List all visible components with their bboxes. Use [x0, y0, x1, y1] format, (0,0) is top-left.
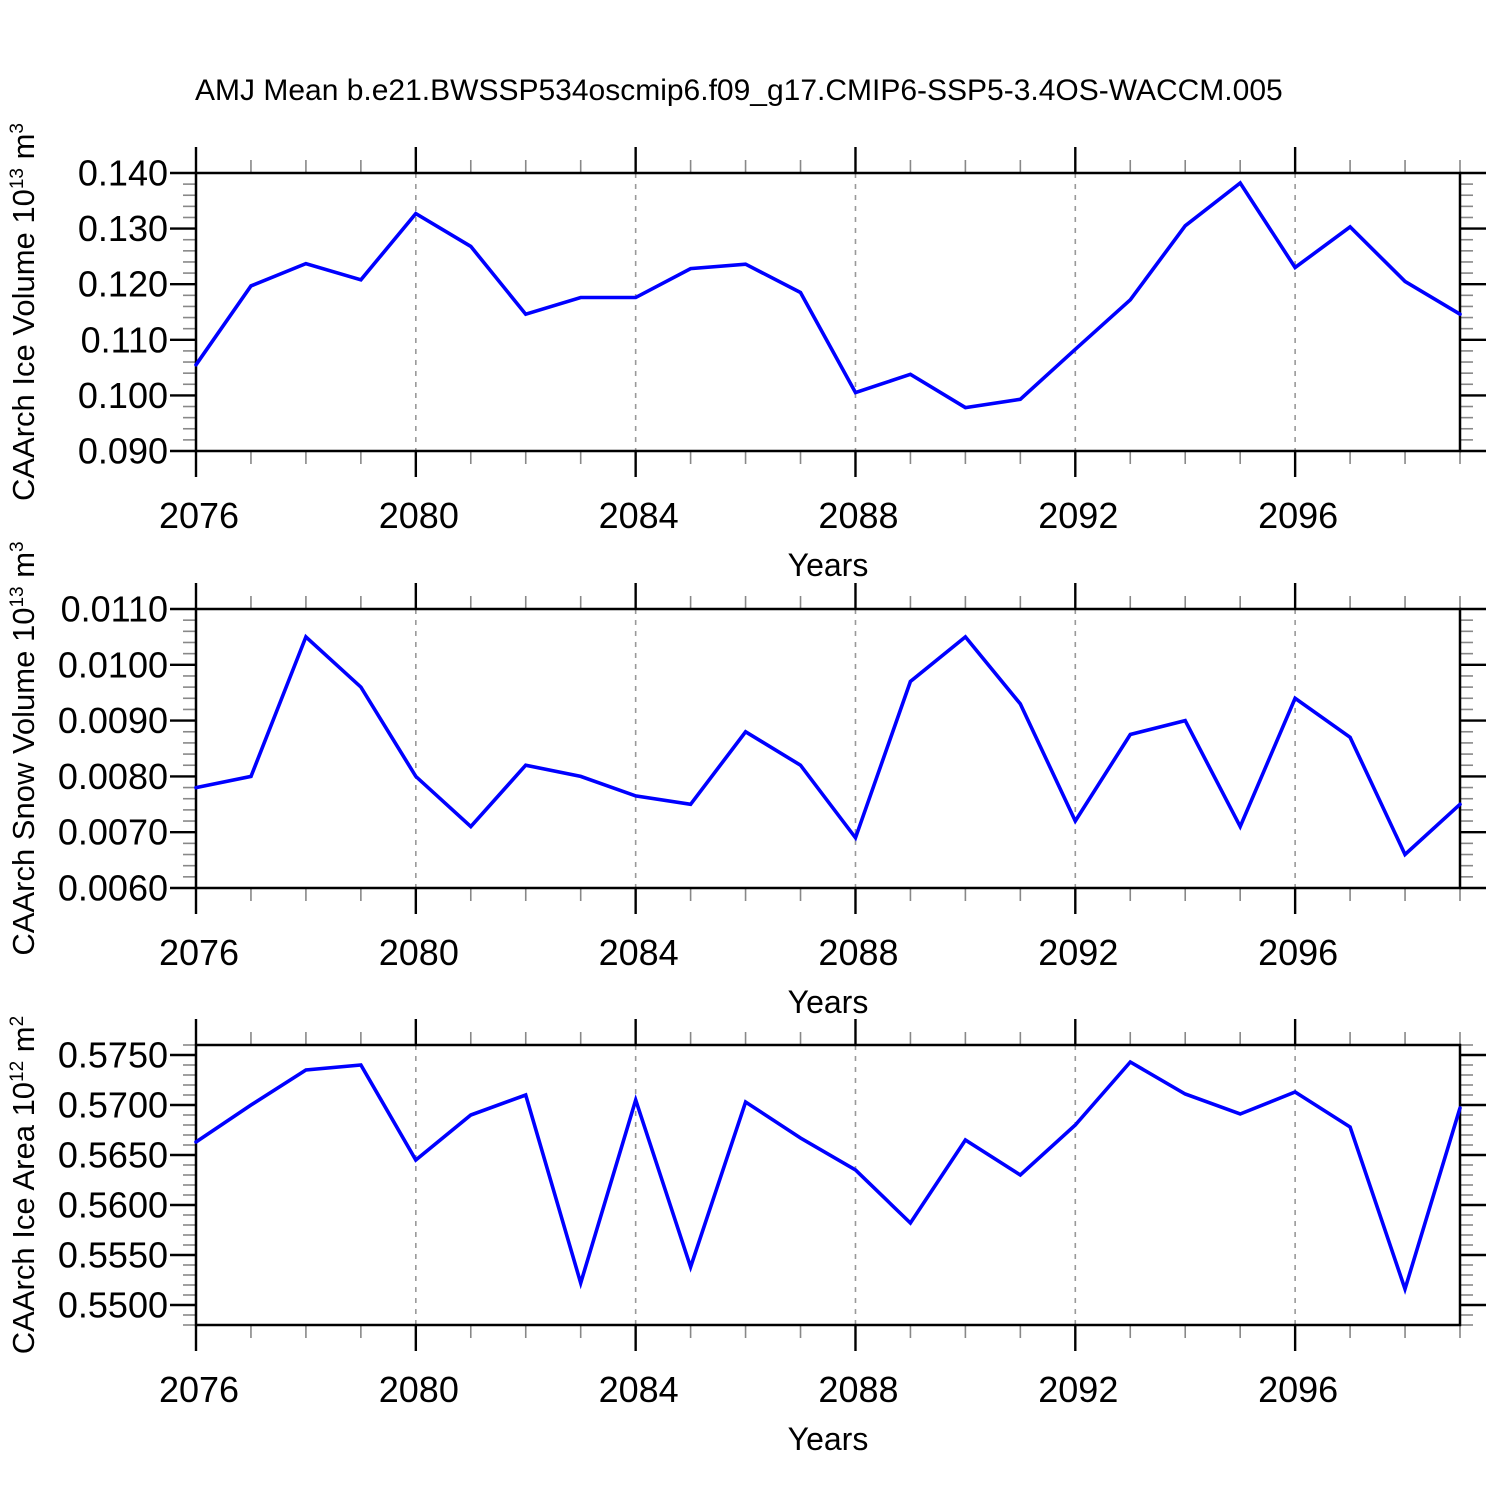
- y-tick-label: 0.5650: [58, 1135, 168, 1176]
- x-tick-label: 2088: [818, 495, 898, 536]
- y-tick-label: 0.120: [78, 264, 168, 305]
- x-tick-labels: 2076 2080 2084 2088 2092 2096: [159, 932, 1338, 973]
- y-axis-title-text: m: [6, 1026, 41, 1060]
- y-axis-title: CAArch Ice Area 1012 m2: [6, 1016, 41, 1354]
- x-tick-label: 2092: [1038, 1369, 1118, 1410]
- x-tick-label: 2084: [599, 495, 679, 536]
- y-tick-label: 0.5500: [58, 1285, 168, 1326]
- x-tick-label: 2088: [818, 932, 898, 973]
- x-tick-label: 2096: [1258, 495, 1338, 536]
- y-axis-title-superscript: 2: [7, 1016, 28, 1027]
- x-tick-label: 2096: [1258, 1369, 1338, 1410]
- x-tick-label: 2076: [159, 1369, 239, 1410]
- plot-frame: [194, 1043, 1462, 1327]
- chart-title: AMJ Mean b.e21.BWSSP534oscmip6.f09_g17.C…: [195, 74, 1283, 107]
- x-tick-label: 2092: [1038, 495, 1118, 536]
- x-gridlines: [415, 173, 1296, 451]
- y-axis-title-text: m: [6, 552, 41, 586]
- y-tick-label: 0.5750: [58, 1035, 168, 1076]
- y-tick-label: 0.5600: [58, 1185, 168, 1226]
- panel-snow-volume: 0.0060 0.0070 0.0080 0.0090 0.0100 0.0110 2076…: [6, 541, 1486, 1020]
- data-line-ice-area: [194, 1059, 1462, 1295]
- y-tick-label: 0.0100: [58, 644, 168, 685]
- y-axis-title-superscript: 3: [7, 123, 28, 134]
- x-tick-label: 2080: [379, 495, 459, 536]
- y-axis-title-text: CAArch Ice Volume 10: [6, 189, 41, 501]
- y-axis-title-superscript: 12: [7, 1061, 28, 1082]
- x-gridlines: [415, 609, 1296, 888]
- y-tick-label: 0.140: [78, 153, 168, 194]
- y-tick-label: 0.110: [81, 319, 168, 360]
- x-tick-labels: 2076 2080 2084 2088 2092 2096: [159, 1369, 1338, 1410]
- x-tick-labels: 2076 2080 2084 2088 2092 2096: [159, 495, 1338, 536]
- data-line-ice-volume: [194, 180, 1462, 410]
- x-tick-label: 2084: [599, 1369, 679, 1410]
- x-tick-label: 2080: [379, 1369, 459, 1410]
- x-tick-label: 2076: [159, 932, 239, 973]
- y-tick-label: 0.5550: [58, 1235, 168, 1276]
- x-axis-title: Years: [788, 547, 869, 583]
- y-tick-label: 0.0090: [58, 700, 168, 741]
- x-axis-title: Years: [788, 984, 869, 1020]
- x-tick-label: 2076: [159, 495, 239, 536]
- y-axis-title-superscript: 3: [7, 541, 28, 552]
- axis-ticks: [170, 147, 1486, 477]
- x-gridlines: [415, 1045, 1296, 1325]
- y-axis-title-superscript: 13: [7, 168, 28, 189]
- y-tick-label: 0.0110: [61, 589, 168, 630]
- x-tick-label: 2092: [1038, 932, 1118, 973]
- axis-ticks: [170, 583, 1486, 914]
- y-tick-label: 0.0080: [58, 756, 168, 797]
- plot-frame: [194, 607, 1462, 890]
- y-axis-title: CAArch Snow Volume 1013 m3: [6, 541, 41, 955]
- y-tick-labels: 0.090 0.100 0.110 0.120 0.130 0.140: [78, 153, 168, 472]
- y-tick-label: 0.130: [78, 208, 168, 249]
- y-tick-labels: 0.0060 0.0070 0.0080 0.0090 0.0100 0.0110: [58, 589, 168, 909]
- y-axis-title-superscript: 13: [7, 586, 28, 607]
- x-tick-label: 2080: [379, 932, 459, 973]
- y-tick-label: 0.100: [78, 375, 168, 416]
- axis-ticks: [170, 1019, 1486, 1351]
- y-tick-labels: 0.5500 0.5550 0.5600 0.5650 0.5700 0.5750: [58, 1035, 168, 1326]
- x-tick-label: 2088: [818, 1369, 898, 1410]
- data-line-snow-volume: [194, 633, 1462, 858]
- x-tick-label: 2084: [599, 932, 679, 973]
- y-tick-label: 0.0060: [58, 868, 168, 909]
- y-tick-label: 0.5700: [58, 1085, 168, 1126]
- x-axis-title: Years: [788, 1421, 869, 1457]
- y-tick-label: 0.090: [78, 431, 168, 472]
- plot-frame: [194, 171, 1462, 453]
- y-tick-label: 0.0070: [58, 812, 168, 853]
- panel-ice-area: 0.5500 0.5550 0.5600 0.5650 0.5700 0.5750 2076…: [6, 1016, 1486, 1457]
- y-axis-title-text: m: [6, 134, 41, 168]
- y-axis-title-text: CAArch Ice Area 10: [6, 1082, 41, 1354]
- x-tick-label: 2096: [1258, 932, 1338, 973]
- y-axis-title: CAArch Ice Volume 1013 m3: [6, 123, 41, 501]
- y-axis-title-text: CAArch Snow Volume 10: [6, 608, 41, 956]
